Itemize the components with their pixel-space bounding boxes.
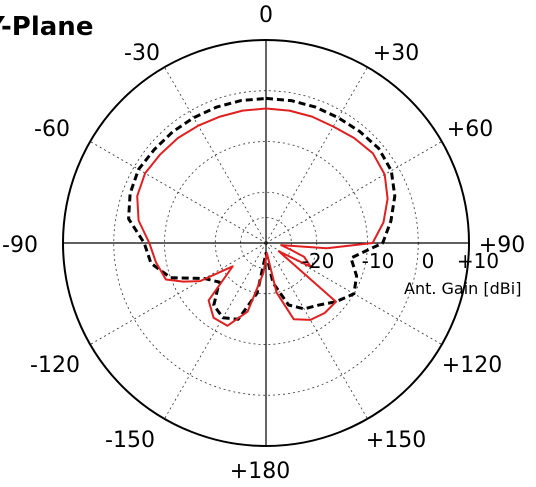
angle-tick-label: -30 xyxy=(124,41,160,66)
grid-spoke xyxy=(89,242,267,345)
radial-axis-label: Ant. Gain [dBi] xyxy=(404,279,521,298)
radial-tick-label: 0 xyxy=(422,249,435,273)
grid-spoke xyxy=(89,141,267,244)
series-line-0 xyxy=(127,96,397,321)
angle-tick-label: +60 xyxy=(447,117,493,142)
grid-spoke xyxy=(164,242,267,420)
angle-tick-label: +150 xyxy=(366,428,426,453)
angle-tick-label: -120 xyxy=(30,353,80,378)
series-line-1 xyxy=(136,107,389,327)
angle-tick-label: 0 xyxy=(259,3,273,28)
angle-tick-label: -150 xyxy=(105,428,155,453)
radial-tick-label: -10 xyxy=(362,249,395,273)
grid-spoke xyxy=(265,141,443,244)
chart-title: Y-Plane xyxy=(0,12,93,42)
angle-tick-label: +90 xyxy=(479,233,525,258)
grid-spoke xyxy=(164,66,267,244)
grid-spoke xyxy=(265,66,368,244)
grid-spoke xyxy=(265,242,368,420)
polar-grid xyxy=(62,39,470,447)
angle-tick-label: +180 xyxy=(230,459,290,484)
outer-circle xyxy=(62,39,470,447)
radial-tick-label: -20 xyxy=(302,249,335,273)
angle-tick-label: +120 xyxy=(442,353,502,378)
series-group xyxy=(127,96,397,327)
angle-tick-label: -60 xyxy=(34,117,70,142)
angle-tick-label: -90 xyxy=(2,233,38,258)
label-group: 0 +30 +60 +90 +120 +150 +180 -150 -120 -90 -60 -30 -… xyxy=(0,3,525,484)
angle-tick-label: +30 xyxy=(373,41,419,66)
radial-tick-label: +10 xyxy=(457,249,499,273)
